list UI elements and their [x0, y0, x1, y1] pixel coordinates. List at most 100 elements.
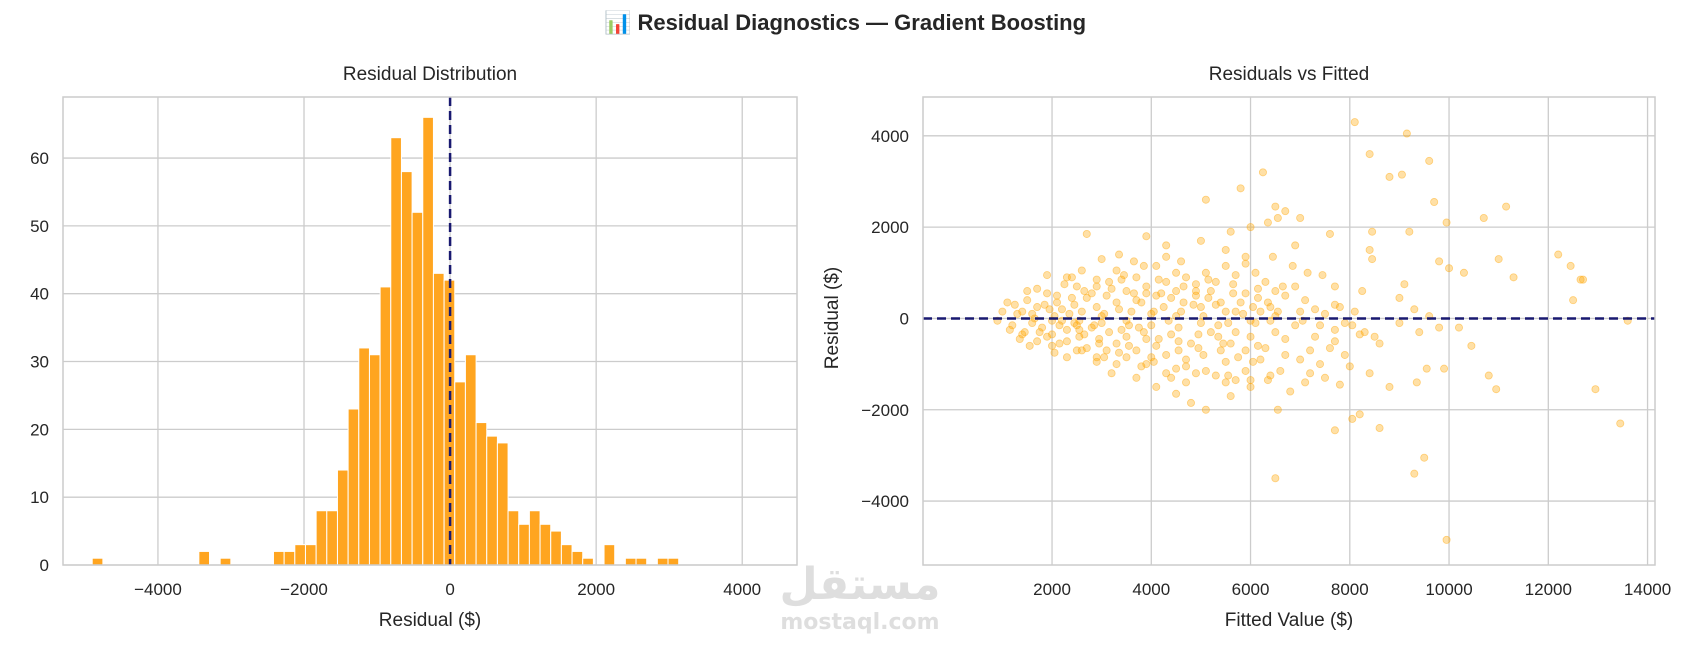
- scatter-point: [1132, 273, 1141, 282]
- scatter-point: [1253, 341, 1262, 350]
- scatter-point: [1201, 366, 1210, 375]
- scatter-point: [1117, 275, 1126, 284]
- scatter-point: [1271, 328, 1280, 337]
- scatter-point: [1569, 296, 1578, 305]
- scatter-point: [1479, 213, 1488, 222]
- histogram-bar: [667, 557, 680, 566]
- scatter-point: [1033, 303, 1042, 312]
- scatter-point: [1256, 307, 1265, 316]
- scatter-point: [1306, 369, 1315, 378]
- scatter-point: [1266, 303, 1275, 312]
- scatter-point: [1263, 218, 1272, 227]
- histogram-bar: [422, 116, 434, 566]
- scatter-point: [1266, 316, 1275, 325]
- histogram-bar: [91, 557, 104, 566]
- scatter-point: [1241, 289, 1250, 298]
- histogram-bar: [432, 272, 445, 566]
- scatter-point: [1142, 360, 1151, 369]
- scatter-point: [1018, 330, 1027, 339]
- scatter-point: [1147, 321, 1156, 330]
- histogram-title: Residual Distribution: [343, 64, 517, 85]
- scatter-point: [1410, 305, 1419, 314]
- scatter-point: [1142, 289, 1151, 298]
- scatter-point: [1288, 261, 1297, 270]
- scatter-y-tick-labels: −4000 −2000 0 2000 4000: [861, 127, 909, 511]
- scatter-point: [1591, 385, 1600, 394]
- scatter-point: [1043, 332, 1052, 341]
- scatter-point: [1072, 346, 1081, 355]
- watermark-arabic: مستقل: [779, 559, 941, 610]
- scatter-point: [1467, 341, 1476, 350]
- scatter-point: [1229, 280, 1238, 289]
- scatter-point: [1306, 346, 1315, 355]
- histogram-bar: [379, 286, 392, 566]
- scatter-point: [1023, 287, 1032, 296]
- histogram-bar: [358, 347, 370, 566]
- scatter-point: [1234, 353, 1243, 362]
- scatter-point: [1301, 378, 1310, 387]
- scatter-point: [1430, 198, 1439, 207]
- scatter-point: [1231, 376, 1240, 385]
- scatter-point: [1502, 202, 1511, 211]
- scatter-point: [1211, 277, 1220, 286]
- scatter-point: [1090, 321, 1099, 330]
- histogram-y-tick-label: 50: [30, 217, 49, 236]
- scatter-point: [1211, 371, 1220, 380]
- scatter-point: [1172, 389, 1181, 398]
- scatter-y-tick-label: −4000: [861, 492, 909, 511]
- scatter-point: [1013, 309, 1022, 318]
- scatter-point: [1122, 332, 1131, 341]
- scatter-point: [1075, 332, 1084, 341]
- scatter-point: [1246, 382, 1255, 391]
- scatter-point: [1204, 293, 1213, 302]
- scatter-point: [1330, 325, 1339, 334]
- scatter-point: [1080, 330, 1089, 339]
- scatter-point: [1281, 291, 1290, 300]
- scatter-point: [1311, 332, 1320, 341]
- scatter-y-tick-label: −2000: [861, 401, 909, 420]
- scatter-point: [1122, 287, 1131, 296]
- scatter-point: [1442, 535, 1451, 544]
- scatter-point: [1162, 252, 1171, 261]
- scatter-point: [1435, 323, 1444, 332]
- scatter-point: [1191, 291, 1200, 300]
- scatter-point: [1509, 273, 1518, 282]
- scatter-point: [1191, 287, 1200, 296]
- histogram-bar: [390, 137, 402, 566]
- histogram-y-tick-label: 10: [30, 488, 49, 507]
- scatter-point: [1251, 319, 1260, 328]
- histogram-y-tick-label: 30: [30, 353, 49, 372]
- watermark-latin: mostaql.com: [780, 610, 940, 635]
- scatter-point: [1241, 346, 1250, 355]
- scatter-point: [1241, 252, 1250, 261]
- scatter-point: [1172, 364, 1181, 373]
- scatter-panel: Residuals vs Fitted 2000 4000 6000 8000 1000…: [822, 64, 1671, 631]
- scatter-x-axis-label: Fitted Value ($): [1225, 610, 1353, 631]
- scatter-point: [1172, 268, 1181, 277]
- scatter-point: [1261, 344, 1270, 353]
- scatter-point: [1253, 293, 1262, 302]
- histogram-x-tick-label: 4000: [723, 580, 761, 599]
- scatter-point: [1055, 321, 1064, 330]
- scatter-point: [1062, 273, 1071, 282]
- scatter-point: [1196, 303, 1205, 312]
- scatter-point: [1201, 405, 1210, 414]
- scatter-point: [1023, 296, 1032, 305]
- scatter-point: [1033, 337, 1042, 346]
- scatter-point: [1224, 319, 1233, 328]
- histogram-bar: [582, 557, 594, 566]
- scatter-point: [1385, 172, 1394, 181]
- scatter-point: [1256, 355, 1265, 364]
- scatter-point: [1410, 469, 1419, 478]
- scatter-point: [1402, 129, 1411, 138]
- scatter-point: [1221, 245, 1230, 254]
- scatter-point: [1249, 357, 1258, 366]
- scatter-point: [1087, 289, 1096, 298]
- scatter-x-tick-label: 2000: [1033, 580, 1071, 599]
- scatter-point: [1221, 378, 1230, 387]
- scatter-point: [1048, 341, 1057, 350]
- scatter-point: [1025, 341, 1034, 350]
- scatter-point: [1266, 371, 1275, 380]
- scatter-point: [1246, 332, 1255, 341]
- scatter-point: [1077, 346, 1086, 355]
